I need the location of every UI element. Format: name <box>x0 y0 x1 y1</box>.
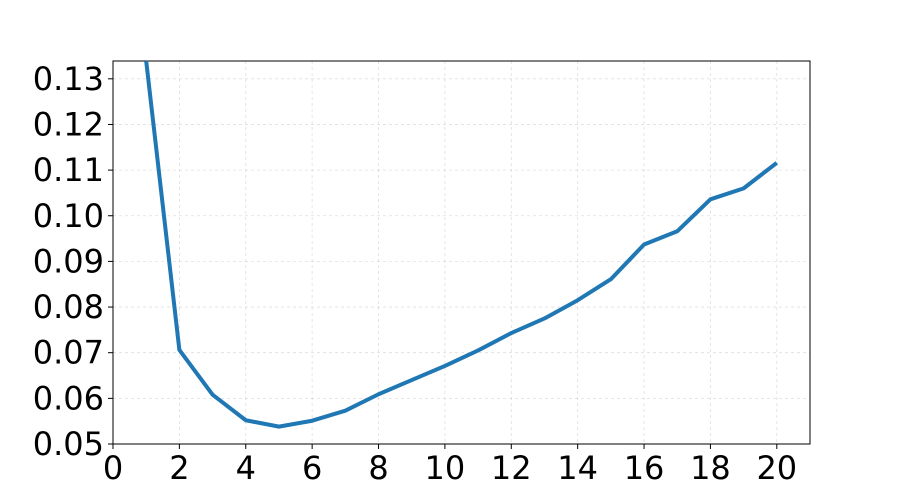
x-tick-label: 18 <box>690 449 731 487</box>
x-tick-label: 0 <box>103 449 123 487</box>
y-tick-label: 0.11 <box>33 151 104 189</box>
plot-frame <box>112 60 811 445</box>
x-tick-label: 2 <box>169 449 189 487</box>
y-tick-label: 0.05 <box>33 425 104 463</box>
x-tick-label: 16 <box>624 449 665 487</box>
x-tick-label: 14 <box>557 449 598 487</box>
grid-layer <box>112 61 810 445</box>
y-tick-label: 0.07 <box>33 334 104 372</box>
ticks-layer: 0 2 4 6 8 10 12 14 16 18 20 0.05 0.06 0.07 0.08 0.09 0.1… <box>33 60 797 487</box>
series-layer <box>144 60 779 429</box>
x-tick-label: 20 <box>756 449 797 487</box>
y-tick-label: 0.13 <box>33 60 104 98</box>
y-tick-label: 0.08 <box>33 288 104 326</box>
y-tick-label: 0.06 <box>33 379 104 417</box>
x-tick-label: 6 <box>302 449 322 487</box>
x-tick-label: 12 <box>491 449 532 487</box>
y-tick-label: 0.10 <box>33 197 104 235</box>
x-tick-label: 10 <box>425 449 466 487</box>
x-tick-label: 8 <box>368 449 388 487</box>
y-tick-label: 0.09 <box>33 242 104 280</box>
x-tick-label: 4 <box>236 449 256 487</box>
series-line <box>144 60 779 429</box>
y-tick-label: 0.12 <box>33 105 104 143</box>
